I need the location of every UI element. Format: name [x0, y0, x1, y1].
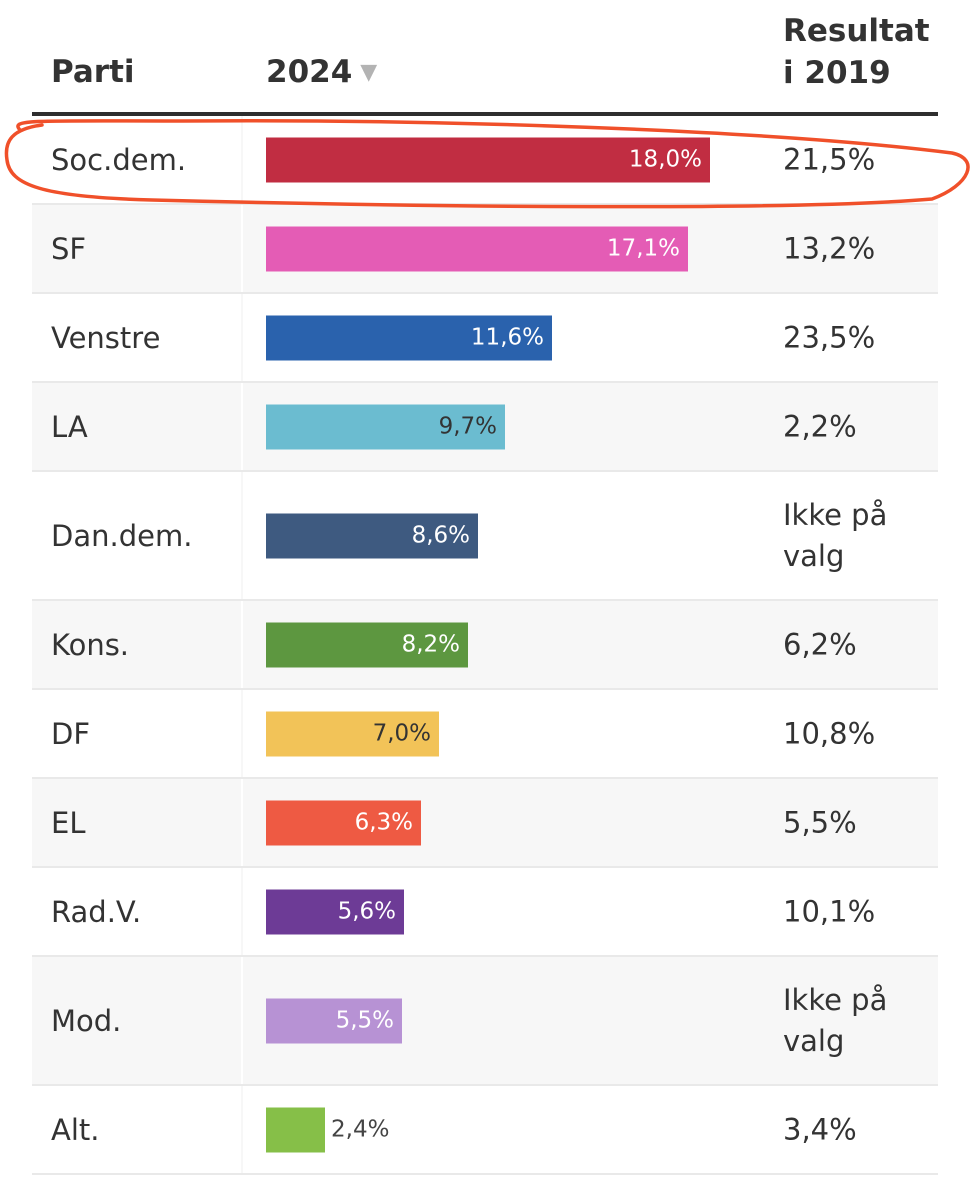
party-name: EL [51, 805, 86, 840]
previous-result: 13,2% [783, 231, 876, 265]
table-row: SF 17,1% 13,2% [32, 205, 938, 294]
column-divider [241, 690, 243, 777]
party-name: Dan.dem. [51, 518, 193, 553]
previous-result: 10,8% [783, 716, 876, 750]
previous-result: 2,2% [783, 409, 857, 443]
bar-dan-dem: 8,6% [266, 513, 478, 558]
table-row: Kons. 8,2% 6,2% [32, 601, 938, 690]
table-row: Rad.V. 5,6% 10,1% [32, 868, 938, 957]
column-divider [241, 779, 243, 866]
party-name: Venstre [51, 320, 161, 355]
column-divider [241, 383, 243, 470]
party-name: LA [51, 409, 88, 444]
column-divider [241, 1086, 243, 1173]
bar-el: 6,3% [266, 800, 421, 845]
column-divider [241, 116, 243, 203]
column-header-result-2019-line1: Resultat [783, 13, 930, 49]
bar-value-label: 5,5% [335, 1007, 394, 1034]
header-rule [32, 112, 938, 116]
column-header-2024[interactable]: 2024 ▼ [266, 52, 377, 94]
bar-value-label: 5,6% [337, 898, 396, 925]
table-row: Soc.dem. 18,0% 21,5% [32, 116, 938, 205]
previous-result: Ikke på valg [783, 982, 888, 1058]
party-name: Mod. [51, 1003, 122, 1038]
previous-result: 3,4% [783, 1112, 857, 1146]
table-body: Soc.dem. 18,0% 21,5% SF 17,1% 13,2% Venstre 11,… [32, 116, 938, 1175]
previous-result: Ikke på valg [783, 497, 888, 573]
column-divider [241, 957, 243, 1084]
bar-value-label: 9,7% [438, 413, 497, 440]
bar-kons: 8,2% [266, 622, 468, 667]
previous-result: 6,2% [783, 627, 857, 661]
previous-result: 21,5% [783, 142, 876, 176]
bar-value-label: 2,4% [331, 1116, 390, 1143]
column-header-result-2019-line2: i 2019 [783, 55, 891, 91]
bar-value-label: 18,0% [628, 146, 702, 173]
bar-value-label: 17,1% [606, 235, 680, 262]
table-row: LA 9,7% 2,2% [32, 383, 938, 472]
party-name: DF [51, 716, 91, 751]
bar-mod: 5,5% [266, 998, 402, 1043]
bar-value-label: 8,6% [411, 522, 470, 549]
column-divider [241, 601, 243, 688]
table-row: Venstre 11,6% 23,5% [32, 294, 938, 383]
table-row: Alt. 2,4% 3,4% [32, 1086, 938, 1175]
table-row: DF 7,0% 10,8% [32, 690, 938, 779]
bar-value-label: 6,3% [354, 809, 413, 836]
column-divider [241, 294, 243, 381]
previous-result: 10,1% [783, 894, 876, 928]
bar-value-label: 11,6% [470, 324, 544, 351]
column-divider [241, 205, 243, 292]
bar-soc-dem: 18,0% [266, 137, 710, 182]
column-divider [241, 868, 243, 955]
column-header-result-2019: Resultat i 2019 [783, 10, 930, 94]
triangle-down-icon[interactable]: ▼ [360, 60, 378, 86]
table-row: Dan.dem. 8,6% Ikke på valg [32, 472, 938, 601]
party-name: SF [51, 231, 87, 266]
bar-venstre: 11,6% [266, 315, 552, 360]
table-row: EL 6,3% 5,5% [32, 779, 938, 868]
bar-value-label: 8,2% [401, 631, 460, 658]
party-name: Soc.dem. [51, 142, 187, 177]
column-divider [241, 472, 243, 599]
party-name: Kons. [51, 627, 130, 662]
bar-la: 9,7% [266, 404, 505, 449]
table-header: Parti 2024 ▼ Resultat i 2019 [32, 0, 938, 112]
party-name: Alt. [51, 1112, 100, 1147]
bar-rad-v: 5,6% [266, 889, 404, 934]
previous-result: 23,5% [783, 320, 876, 354]
bar-df: 7,0% [266, 711, 439, 756]
column-header-2024-label: 2024 [266, 54, 353, 91]
column-header-party: Parti [51, 54, 135, 91]
results-table: Parti 2024 ▼ Resultat i 2019 Soc.dem. 18,0%… [32, 0, 938, 1175]
bar-value-label: 7,0% [372, 720, 431, 747]
previous-result: 5,5% [783, 805, 857, 839]
table-row: Mod. 5,5% Ikke på valg [32, 957, 938, 1086]
bar-sf: 17,1% [266, 226, 688, 271]
party-name: Rad.V. [51, 894, 142, 929]
bar-alt: 2,4% [266, 1107, 389, 1152]
